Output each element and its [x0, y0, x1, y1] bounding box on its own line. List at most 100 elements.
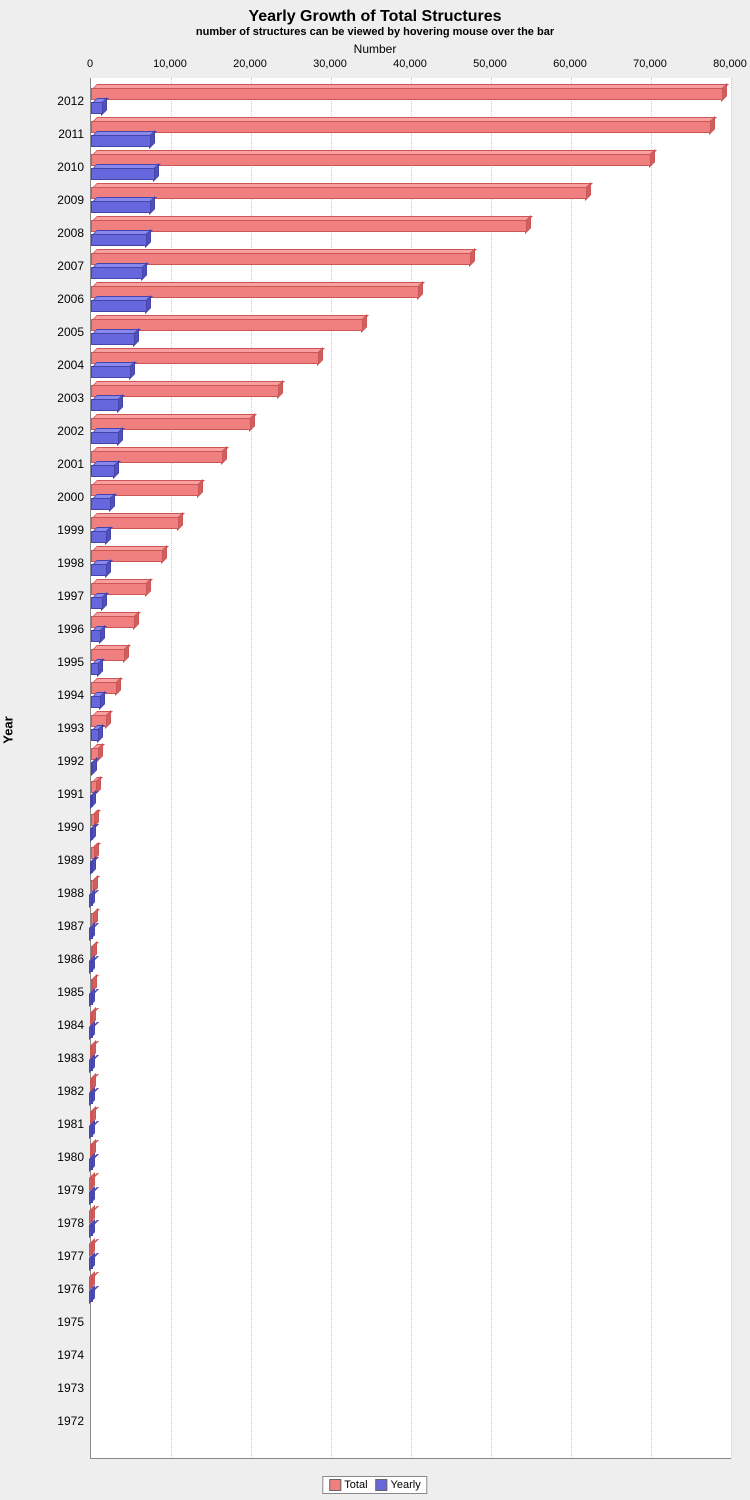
bar-yearly[interactable]: [91, 628, 107, 640]
y-tick-label: 2011: [48, 127, 84, 141]
y-tick-label: 1995: [48, 655, 84, 669]
bar-yearly[interactable]: [91, 859, 98, 871]
bar-yearly[interactable]: [91, 925, 97, 937]
bar-yearly[interactable]: [91, 397, 125, 409]
bar-total[interactable]: [91, 218, 533, 230]
bar-total[interactable]: [91, 779, 103, 791]
bar-total[interactable]: [91, 548, 169, 560]
bar-total[interactable]: [91, 581, 153, 593]
bar-yearly[interactable]: [91, 595, 109, 607]
bar-yearly[interactable]: [91, 529, 113, 541]
y-tick-label: 1983: [48, 1051, 84, 1065]
bar-total[interactable]: [91, 449, 229, 461]
bar-total[interactable]: [91, 911, 100, 923]
y-tick-label: 1977: [48, 1249, 84, 1263]
x-tick-label: 80,000: [713, 58, 747, 70]
legend-label-total: Total: [344, 1479, 367, 1491]
bar-total[interactable]: [91, 746, 105, 758]
bar-total[interactable]: [91, 416, 257, 428]
bar-yearly[interactable]: [91, 265, 149, 277]
bar-yearly[interactable]: [91, 1255, 97, 1267]
bar-total[interactable]: [91, 86, 729, 98]
bar-yearly[interactable]: [91, 793, 98, 805]
legend-item-total: Total: [329, 1479, 367, 1491]
y-tick-label: 1978: [48, 1216, 84, 1230]
y-tick-label: 2003: [48, 391, 84, 405]
bar-yearly[interactable]: [91, 232, 153, 244]
x-tick-label: 0: [87, 58, 93, 70]
bar-yearly[interactable]: [91, 661, 105, 673]
bar-yearly[interactable]: [91, 430, 125, 442]
y-tick-label: 1985: [48, 985, 84, 999]
bar-yearly[interactable]: [91, 958, 97, 970]
bar-total[interactable]: [91, 878, 100, 890]
bar-yearly[interactable]: [91, 463, 121, 475]
bar-yearly[interactable]: [91, 496, 117, 508]
bar-total[interactable]: [91, 119, 717, 131]
bar-total[interactable]: [91, 350, 325, 362]
y-tick-label: 1976: [48, 1282, 84, 1296]
legend: Total Yearly: [322, 1476, 427, 1494]
bar-total[interactable]: [91, 680, 123, 692]
y-tick-label: 1988: [48, 886, 84, 900]
y-tick-label: 1991: [48, 787, 84, 801]
bar-yearly[interactable]: [91, 826, 98, 838]
x-tick-label: 50,000: [473, 58, 507, 70]
bar-yearly[interactable]: [91, 727, 105, 739]
bar-yearly[interactable]: [91, 364, 137, 376]
y-tick-label: 1987: [48, 919, 84, 933]
y-tick-label: 1998: [48, 556, 84, 570]
bar-yearly[interactable]: [91, 760, 99, 772]
bar-total[interactable]: [91, 383, 285, 395]
bar-total[interactable]: [91, 944, 99, 956]
bar-yearly[interactable]: [91, 1156, 97, 1168]
x-tick-label: 70,000: [633, 58, 667, 70]
x-tick-label: 10,000: [153, 58, 187, 70]
y-tick-label: 1999: [48, 523, 84, 537]
x-tick-label: 40,000: [393, 58, 427, 70]
y-tick-label: 1973: [48, 1381, 84, 1395]
bar-total[interactable]: [91, 284, 425, 296]
bar-total[interactable]: [91, 647, 131, 659]
gridline: [491, 78, 492, 1458]
bar-total[interactable]: [91, 317, 369, 329]
bar-yearly[interactable]: [91, 1090, 97, 1102]
bar-yearly[interactable]: [91, 892, 97, 904]
gridline: [651, 78, 652, 1458]
bar-yearly[interactable]: [91, 991, 97, 1003]
y-tick-label: 1992: [48, 754, 84, 768]
bar-yearly[interactable]: [91, 199, 157, 211]
y-axis-title: Year: [1, 716, 16, 743]
bar-yearly[interactable]: [91, 1288, 97, 1300]
bar-yearly[interactable]: [91, 331, 141, 343]
bar-total[interactable]: [91, 812, 101, 824]
bar-yearly[interactable]: [91, 1189, 97, 1201]
bar-total[interactable]: [91, 614, 141, 626]
y-tick-label: 2008: [48, 226, 84, 240]
bar-yearly[interactable]: [91, 562, 113, 574]
chart-subtitle: number of structures can be viewed by ho…: [0, 26, 750, 42]
y-tick-label: 2004: [48, 358, 84, 372]
bar-yearly[interactable]: [91, 694, 107, 706]
y-tick-label: 1984: [48, 1018, 84, 1032]
y-tick-label: 1972: [48, 1414, 84, 1428]
bar-total[interactable]: [91, 515, 185, 527]
bar-total[interactable]: [91, 185, 593, 197]
bar-yearly[interactable]: [91, 100, 109, 112]
y-tick-label: 1982: [48, 1084, 84, 1098]
bar-yearly[interactable]: [91, 1222, 97, 1234]
bar-yearly[interactable]: [91, 1024, 97, 1036]
chart-container: Yearly Growth of Total Structures number…: [0, 0, 750, 1500]
gridline: [571, 78, 572, 1458]
y-tick-label: 1997: [48, 589, 84, 603]
bar-yearly[interactable]: [91, 133, 157, 145]
bar-total[interactable]: [91, 482, 205, 494]
bar-yearly[interactable]: [91, 1057, 97, 1069]
legend-label-yearly: Yearly: [391, 1479, 421, 1491]
bar-yearly[interactable]: [91, 298, 153, 310]
bar-total[interactable]: [91, 251, 477, 263]
bar-yearly[interactable]: [91, 1123, 97, 1135]
x-axis-title: Number: [0, 42, 750, 56]
bar-yearly[interactable]: [91, 166, 161, 178]
bar-total[interactable]: [91, 152, 657, 164]
